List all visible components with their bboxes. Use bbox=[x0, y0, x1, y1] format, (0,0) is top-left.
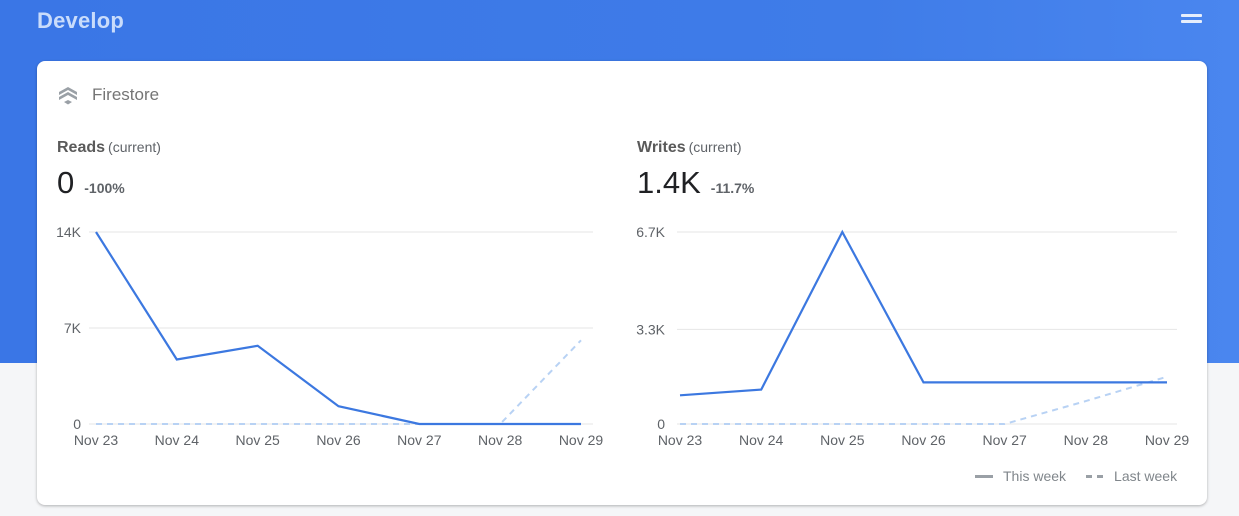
reads-x-tick-label: Nov 24 bbox=[155, 432, 200, 448]
writes-label: Writes (current) bbox=[637, 139, 742, 157]
reads-x-tick-label: Nov 28 bbox=[478, 432, 523, 448]
legend-this-week-swatch bbox=[975, 474, 993, 478]
legend-last-week-swatch bbox=[1086, 474, 1105, 478]
firestore-card: Firestore Reads (current) 0 -100% 0 7K 14K N… bbox=[37, 61, 1207, 505]
reads-x-tick-label: Nov 23 bbox=[74, 432, 119, 448]
reads-label: Reads (current) bbox=[57, 139, 161, 157]
reads-value: 0 bbox=[57, 165, 75, 200]
writes-x-tick-label: Nov 25 bbox=[820, 432, 865, 448]
card-title: Firestore bbox=[92, 85, 160, 104]
reads-last-week-line bbox=[96, 339, 582, 425]
firestore-icon bbox=[59, 87, 77, 105]
writes-x-tick-label: Nov 23 bbox=[658, 432, 703, 448]
reads-label-sub: (current) bbox=[108, 139, 161, 155]
reads-x-tick-label: Nov 27 bbox=[397, 432, 442, 448]
writes-chart: 0 3.3K 6.7K Nov 23 Nov 24 Nov 25 Nov 26 Nov 27 N… bbox=[636, 224, 1190, 448]
writes-last-week-line bbox=[680, 375, 1168, 425]
writes-label-sub: (current) bbox=[688, 139, 742, 155]
page-title: Develop bbox=[37, 8, 124, 33]
writes-y-tick-label: 6.7K bbox=[636, 224, 665, 240]
reads-y-tick-label: 7K bbox=[64, 320, 82, 336]
reads-value-row: 0 -100% bbox=[57, 165, 125, 201]
writes-x-tick-label: Nov 27 bbox=[982, 432, 1027, 448]
writes-x-tick-label: Nov 26 bbox=[901, 432, 946, 448]
writes-x-tick-label: Nov 24 bbox=[739, 432, 784, 448]
writes-value: 1.4K bbox=[637, 165, 701, 200]
reads-x-tick-label: Nov 25 bbox=[235, 432, 280, 448]
reads-this-week-line bbox=[95, 231, 581, 426]
legend-this-week-label: This week bbox=[1003, 468, 1067, 484]
writes-value-row: 1.4K -11.7% bbox=[637, 165, 754, 201]
reads-y-tick-label: 0 bbox=[73, 416, 81, 432]
card-header: Firestore bbox=[57, 83, 159, 107]
writes-this-week-line bbox=[679, 229, 1167, 397]
writes-y-tick-label: 3.3K bbox=[636, 321, 665, 337]
writes-delta: -11.7% bbox=[710, 180, 755, 196]
chart-legend: This week Last week bbox=[975, 468, 1177, 484]
writes-label-text: Writes bbox=[637, 139, 686, 156]
legend-this-week[interactable]: This week bbox=[975, 468, 1066, 484]
reads-x-tick-label: Nov 26 bbox=[316, 432, 361, 448]
writes-x-tick-label: Nov 29 bbox=[1145, 432, 1190, 448]
writes-x-tick-label: Nov 28 bbox=[1064, 432, 1109, 448]
reads-x-tick-label: Nov 29 bbox=[559, 432, 604, 448]
writes-y-tick-label: 0 bbox=[657, 416, 665, 432]
legend-last-week-label: Last week bbox=[1114, 468, 1178, 484]
reads-chart: 0 7K 14K Nov 23 Nov 24 Nov 25 Nov 26 Nov 27 Nov … bbox=[56, 224, 604, 448]
reads-y-tick-label: 14K bbox=[56, 224, 82, 240]
legend-last-week[interactable]: Last week bbox=[1086, 468, 1177, 484]
menu-icon[interactable] bbox=[1181, 13, 1202, 25]
reads-delta: -100% bbox=[84, 180, 125, 196]
reads-label-text: Reads bbox=[57, 139, 106, 156]
